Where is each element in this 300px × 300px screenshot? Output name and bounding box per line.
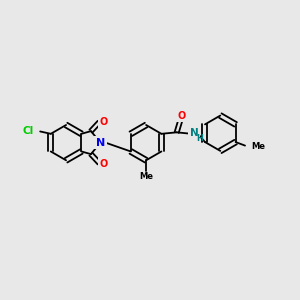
Text: Me: Me <box>251 142 265 151</box>
Text: Me: Me <box>139 172 153 181</box>
Text: N: N <box>190 128 199 138</box>
Text: O: O <box>100 158 108 169</box>
Text: O: O <box>100 117 108 127</box>
Text: Cl: Cl <box>22 126 34 136</box>
Text: H: H <box>196 134 203 143</box>
Text: N: N <box>96 138 105 148</box>
Text: O: O <box>177 110 185 121</box>
